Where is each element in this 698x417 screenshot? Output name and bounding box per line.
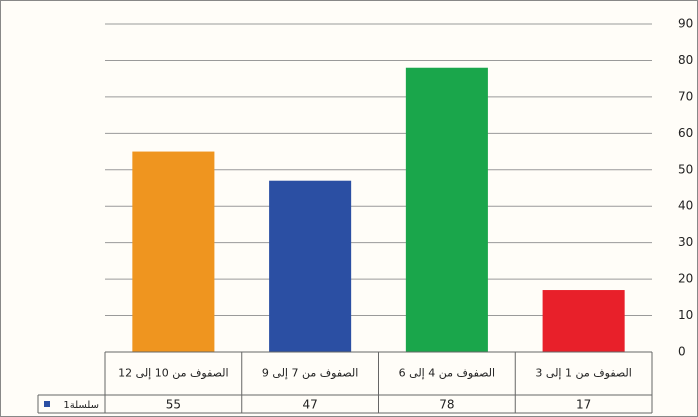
bar [405,67,488,352]
category-label: الصفوف من 1 إلى 3 [535,367,631,380]
y-tick-label: 10 [678,308,693,322]
y-tick-label: 30 [678,235,693,249]
y-tick-label: 50 [678,162,693,176]
y-tick-label: 60 [678,126,693,140]
category-label: الصفوف من 7 إلى 9 [262,367,358,380]
legend-label: سلسلة1 [63,400,99,411]
table-value: 78 [439,398,454,412]
y-tick-label: 0 [678,345,686,359]
legend-marker [44,401,50,407]
table-value: 47 [302,398,317,412]
bar [542,290,625,352]
table-value: 55 [166,398,181,412]
category-label: الصفوف من 10 إلى 12 [118,367,228,380]
y-tick-label: 80 [678,53,693,67]
category-label: الصفوف من 4 إلى 6 [399,367,495,380]
y-tick-label: 20 [678,272,693,286]
y-tick-label: 90 [678,17,693,31]
y-tick-label: 40 [678,199,693,213]
y-tick-label: 70 [678,89,693,103]
table-value: 17 [576,398,591,412]
bar [132,151,215,352]
bar [269,180,352,352]
